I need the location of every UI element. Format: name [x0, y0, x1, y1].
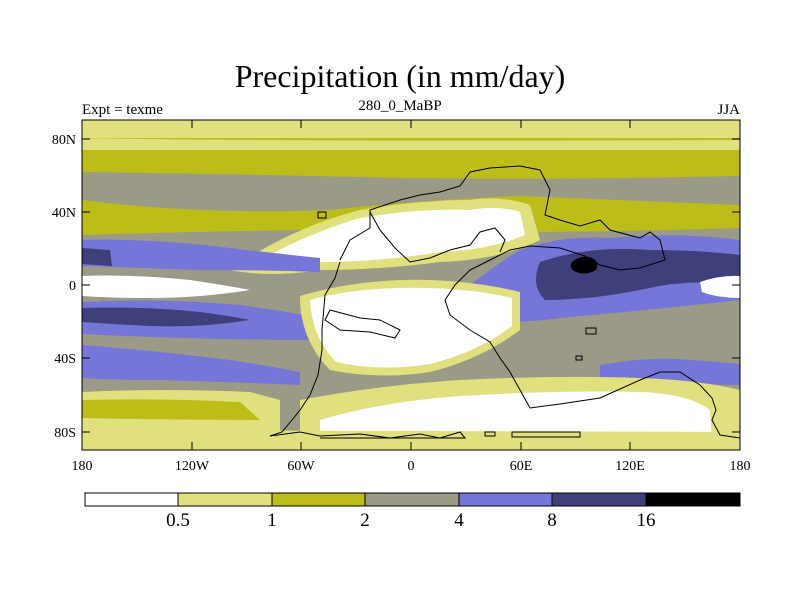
field-south-heavy: [82, 307, 250, 327]
coast-island-6: [575, 355, 583, 361]
coast-island-1: [324, 309, 401, 339]
colorbar: 0.5 1 2 4 8 16: [84, 492, 741, 531]
y-tick-label: 80N: [52, 133, 76, 148]
colorbar-label: 2: [360, 510, 370, 531]
colorbar-label: 8: [547, 510, 557, 531]
colorbar-swatch-2-4: [365, 493, 459, 506]
x-tick-label: 60E: [510, 459, 533, 474]
y-tick-labels: 80N 40N 0 40S 80S: [52, 133, 76, 441]
colorbar-label: 16: [637, 510, 656, 531]
coast-west: [269, 261, 341, 437]
x-tick-label: 180: [730, 459, 751, 474]
colorbar-swatch-05-1: [178, 493, 272, 506]
map-title: Precipitation (in mm/day): [234, 58, 566, 94]
coast-island-2: [484, 431, 496, 437]
period-label: 280_0_MaBP: [358, 98, 442, 114]
x-tick-label: 120E: [615, 459, 645, 474]
colorbar-label: 0.5: [166, 510, 190, 531]
field-dry-north: [250, 207, 525, 268]
coast-island-5: [585, 327, 597, 335]
field-north-band: [82, 138, 740, 150]
colorbar-swatch-1-2: [272, 493, 365, 506]
colorbar-swatch-gt16: [646, 493, 740, 506]
precipitation-field: [82, 120, 740, 450]
field-south-pole: [82, 430, 740, 450]
x-tick-labels: 180 120W 60W 0 60E 120E 180: [72, 459, 751, 474]
colorbar-swatch-8-16: [552, 493, 646, 506]
y-tick-label: 80S: [54, 426, 76, 441]
y-tick-label: 40S: [54, 352, 76, 367]
field-south-dry: [320, 391, 712, 440]
y-tick-label: 0: [69, 279, 76, 294]
y-tick-label: 40N: [52, 206, 76, 221]
coastlines: [269, 165, 741, 439]
coast-south: [269, 431, 467, 439]
field-equator-dry-east: [700, 275, 740, 298]
field-equator-dry-west: [82, 275, 250, 298]
colorbar-label: 4: [454, 510, 464, 531]
field-itcz-west-heavy: [82, 248, 112, 266]
y-tick-marks: [82, 138, 740, 433]
x-tick-label: 0: [408, 459, 415, 474]
field-monsoon-peak: [570, 256, 598, 274]
field-south-midlat-wet: [82, 345, 300, 385]
coast-island-3: [511, 431, 581, 438]
x-tick-label: 120W: [175, 459, 210, 474]
experiment-label: Expt = texme: [82, 102, 163, 118]
x-tick-marks: [81, 120, 741, 450]
coast-east: [339, 165, 741, 439]
colorbar-swatch-lt05: [85, 493, 178, 506]
field-itcz-west: [82, 239, 320, 272]
season-label: JJA: [717, 102, 740, 118]
field-dry-center: [310, 287, 512, 368]
colorbar-label: 1: [267, 510, 277, 531]
x-tick-label: 60W: [287, 459, 315, 474]
field-north-light: [82, 120, 740, 138]
field-south-west-mid: [82, 399, 260, 420]
x-tick-label: 180: [72, 459, 93, 474]
colorbar-swatch-4-8: [459, 493, 552, 506]
coast-tethys: [369, 211, 506, 263]
coast-island-4: [317, 211, 327, 219]
